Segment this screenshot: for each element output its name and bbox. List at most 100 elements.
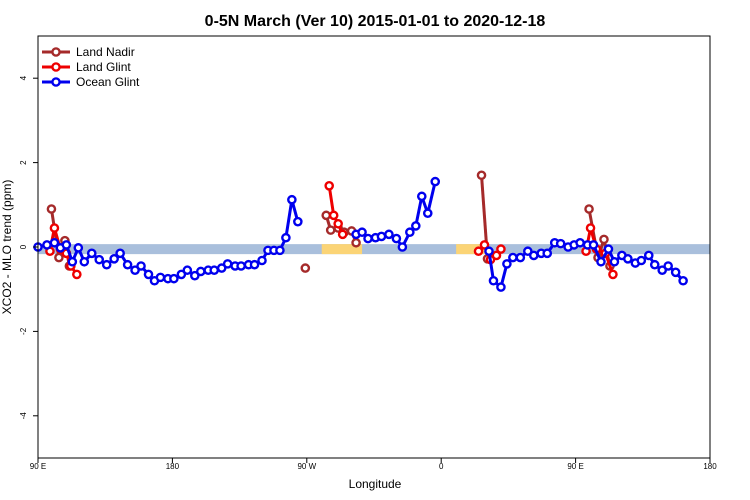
y-tick-label: 2 <box>19 160 28 165</box>
data-point-ocean-glint <box>130 265 140 276</box>
data-point-land-nadir <box>599 234 609 245</box>
data-point-land-nadir <box>584 204 594 214</box>
data-point-ocean-glint <box>528 250 539 261</box>
data-point-ocean-glint <box>122 259 133 270</box>
data-point-ocean-glint <box>376 231 387 242</box>
data-point-ocean-glint <box>155 272 166 283</box>
data-point-ocean-glint <box>502 259 512 269</box>
data-point-land-glint <box>337 229 348 240</box>
y-axis: -4 -2 0 2 4 <box>19 75 38 419</box>
data-point-ocean-glint <box>195 266 206 277</box>
data-point-ocean-glint <box>287 194 297 205</box>
data-point-land-glint <box>585 223 596 233</box>
data-point-ocean-glint <box>94 254 105 265</box>
x-tick-label: 0 <box>439 462 444 471</box>
data-point-ocean-glint <box>657 265 668 276</box>
data-point-land-nadir <box>325 225 336 235</box>
y-axis-label: XCO2 - MLO trend (ppm) <box>0 180 14 315</box>
data-point-ocean-glint <box>67 256 78 267</box>
data-point-ocean-glint <box>623 254 633 264</box>
data-point-ocean-glint <box>86 248 97 259</box>
data-point-ocean-glint <box>169 273 179 284</box>
x-tick-label: 90 W <box>297 462 316 471</box>
data-point-ocean-glint <box>609 256 620 267</box>
data-point-land-nadir <box>476 170 487 181</box>
data-point-ocean-glint <box>603 244 614 254</box>
y-tick-label: -4 <box>19 412 28 420</box>
data-point-land-glint <box>333 218 343 229</box>
x-axis-label: Longitude <box>349 477 402 491</box>
data-point-ocean-glint <box>363 233 373 244</box>
data-point-land-nadir <box>54 252 64 263</box>
legend-marker-land-nadir <box>51 47 61 57</box>
data-point-ocean-glint <box>422 208 433 219</box>
data-point-land-nadir <box>46 204 57 214</box>
data-point-ocean-glint <box>636 255 647 266</box>
data-point-land-glint <box>49 223 60 233</box>
data-point-ocean-glint <box>222 259 233 269</box>
data-point-ocean-glint <box>216 263 227 273</box>
data-point-ocean-glint <box>430 176 441 187</box>
x-tick-label: 90 E <box>567 462 583 471</box>
data-point-land-nadir <box>300 263 311 273</box>
data-point-ocean-glint <box>73 243 84 253</box>
data-point-ocean-glint <box>663 261 673 271</box>
data-point-ocean-glint <box>542 248 553 259</box>
data-point-ocean-glint <box>257 255 267 266</box>
data-point-ocean-glint <box>136 261 146 271</box>
data-point-land-glint <box>491 250 502 261</box>
legend-marker-ocean-glint <box>51 77 61 87</box>
data-point-ocean-glint <box>588 240 599 250</box>
data-point-ocean-glint <box>575 237 585 248</box>
data-point-ocean-glint <box>209 265 220 276</box>
data-point-land-glint <box>479 240 490 250</box>
data-point-ocean-glint <box>176 269 187 280</box>
data-point-ocean-glint <box>496 282 506 292</box>
data-point-ocean-glint <box>596 256 606 267</box>
x-axis: 90 E 180 90 W 0 90 E 180 <box>30 458 717 471</box>
data-point-ocean-glint <box>397 242 408 252</box>
x-tick-label: 90 E <box>30 462 46 471</box>
data-point-ocean-glint <box>182 265 193 276</box>
data-point-ocean-glint <box>249 259 260 270</box>
x-tick-label: 180 <box>166 462 180 471</box>
plot-area <box>33 170 710 292</box>
data-point-ocean-glint <box>678 275 688 286</box>
y-tick-label: 0 <box>19 244 28 249</box>
data-point-land-glint <box>496 244 506 254</box>
data-point-ocean-glint <box>555 238 566 249</box>
data-point-ocean-glint <box>391 233 402 244</box>
data-point-ocean-glint <box>115 248 125 259</box>
data-point-ocean-glint <box>79 256 90 267</box>
legend-label-land-nadir: Land Nadir <box>76 45 135 59</box>
data-point-ocean-glint <box>670 267 681 278</box>
y-tick-label: -2 <box>19 327 28 335</box>
data-point-ocean-glint <box>484 246 494 257</box>
data-point-land-glint <box>608 269 618 280</box>
data-point-ocean-glint <box>523 246 533 257</box>
data-point-ocean-glint <box>49 237 60 248</box>
series-line-ocean-glint <box>37 198 300 283</box>
data-point-ocean-glint <box>42 240 52 250</box>
data-point-ocean-glint <box>411 221 421 231</box>
data-point-ocean-glint <box>61 240 72 250</box>
data-point-ocean-glint <box>109 254 119 264</box>
data-point-land-glint <box>72 269 82 280</box>
data-point-ocean-glint <box>643 250 654 261</box>
data-point-ocean-glint <box>649 259 660 270</box>
legend-label-ocean-glint: Ocean Glint <box>76 75 140 89</box>
data-point-ocean-glint <box>405 227 415 238</box>
data-point-ocean-glint <box>515 252 526 263</box>
data-point-ocean-glint <box>236 261 246 271</box>
data-point-ocean-glint <box>384 229 394 240</box>
data-point-ocean-glint <box>275 245 285 256</box>
legend-label-land-glint: Land Glint <box>76 60 131 74</box>
data-point-ocean-glint <box>281 232 291 243</box>
data-point-land-glint <box>473 246 484 257</box>
data-point-ocean-glint <box>416 191 427 202</box>
data-point-land-nadir <box>351 237 361 248</box>
data-point-ocean-glint <box>101 259 112 270</box>
data-point-ocean-glint <box>143 269 154 280</box>
data-point-land-glint <box>324 181 335 191</box>
